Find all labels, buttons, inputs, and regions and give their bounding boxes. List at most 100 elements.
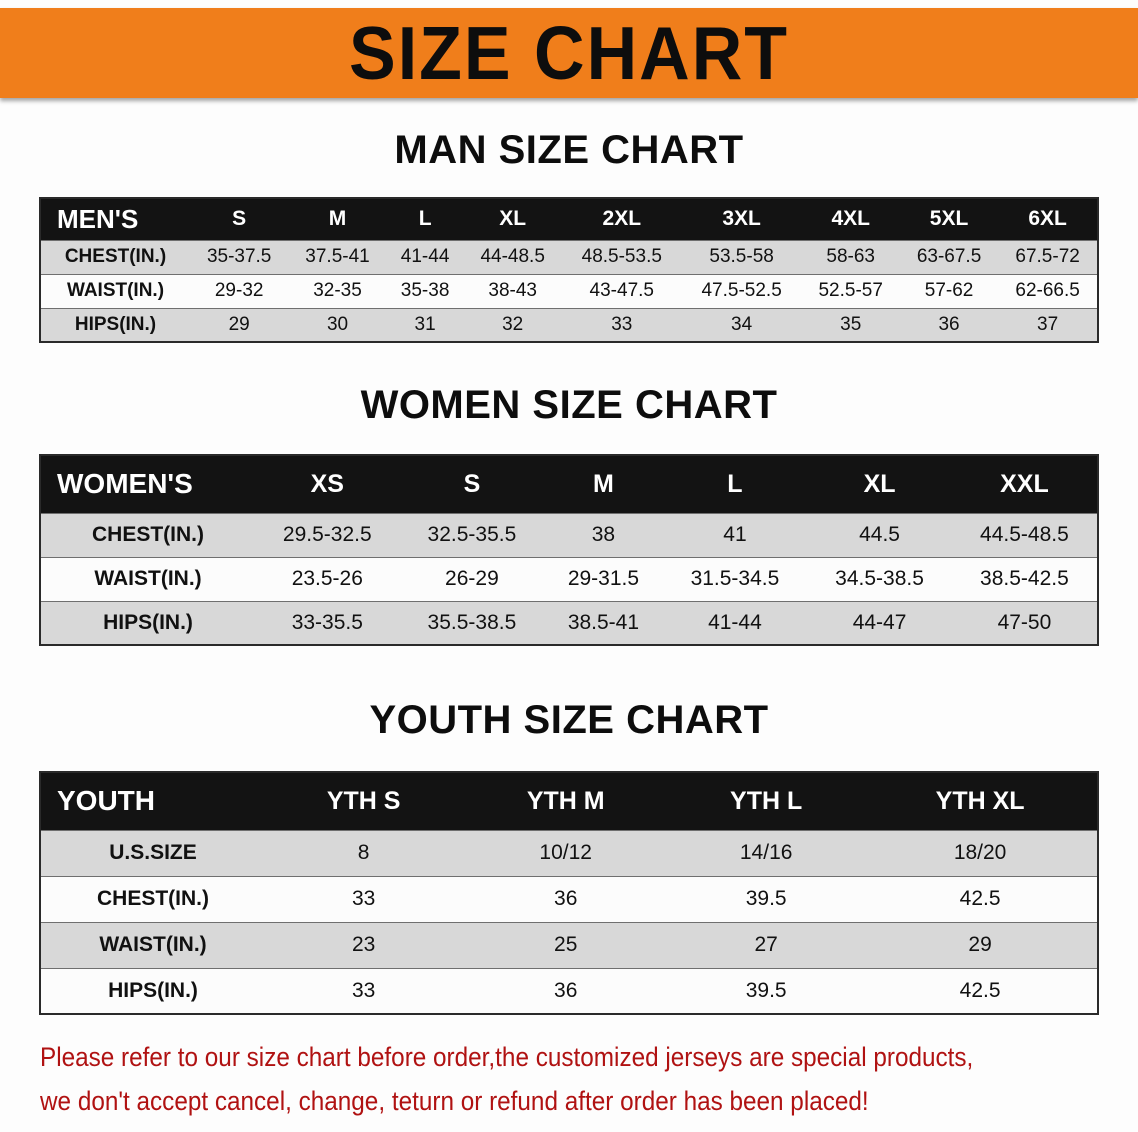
table-header-row: YOUTH YTH S YTH M YTH L YTH XL xyxy=(40,772,1098,830)
size-value-cell: 67.5-72 xyxy=(1015,246,1080,267)
size-value-cell: 14/16 xyxy=(739,841,793,864)
size-value-cell: 58-63 xyxy=(826,246,876,267)
size-value-cell: 35-38 xyxy=(400,280,450,301)
size-value-cell: 33-35.5 xyxy=(291,610,363,634)
size-value-cell: 44-47 xyxy=(852,610,907,634)
size-value-cell: 29-31.5 xyxy=(567,567,640,590)
size-column-header: 6XL xyxy=(998,198,1098,240)
row-label: WAIST(IN.) xyxy=(66,280,165,301)
size-value-cell: 18/20 xyxy=(953,841,1007,864)
size-value-cell: 57-62 xyxy=(924,280,974,301)
size-value-cell: 63-67.5 xyxy=(916,246,982,267)
table-header-row: WOMEN'S XS S M L XL XXL xyxy=(40,455,1098,513)
table-body: CHEST(IN.) 35-37.5 37.5-41 41-44 44-48.5 48.5… xyxy=(40,240,1098,342)
women-section-heading: WOMEN SIZE CHART xyxy=(360,383,778,427)
size-column-header: XL xyxy=(807,455,952,513)
size-value-cell: 8 xyxy=(357,841,370,864)
section-women-size-chart: WOMEN SIZE CHART WOMEN'S XS S M L XL XXL CHEST(… xyxy=(0,383,1138,646)
row-label: CHEST(IN.) xyxy=(64,246,167,267)
size-value-cell: 39.5 xyxy=(745,978,787,1002)
size-value-cell: 25 xyxy=(554,933,578,956)
size-column-header: S xyxy=(190,198,289,240)
size-value-cell: 42.5 xyxy=(959,978,1001,1002)
size-value-cell: 35-37.5 xyxy=(206,246,272,267)
table-head: MEN'S S M L XL 2XL 3XL 4XL 5XL 6XL xyxy=(40,198,1098,240)
size-value-cell: 23.5-26 xyxy=(291,567,363,590)
size-column-header: 2XL xyxy=(561,198,682,240)
size-column-header: XS xyxy=(255,455,400,513)
size-value-cell: 38.5-41 xyxy=(567,610,640,634)
size-column-header: S xyxy=(399,455,545,513)
size-value-cell: 52.5-57 xyxy=(818,280,883,301)
section-men-size-chart: MAN SIZE CHART MEN'S S M L XL 2XL 3XL 4XL 5XL 6XL… xyxy=(0,128,1138,343)
size-value-cell: 34.5-38.5 xyxy=(835,567,924,590)
size-value-cell: 29.5-32.5 xyxy=(282,523,372,546)
size-value-cell: 33 xyxy=(611,313,633,335)
table-body: U.S.SIZE 8 10/12 14/16 18/20 CHEST(IN.) 33 36 39… xyxy=(40,830,1098,1014)
size-value-cell: 47-50 xyxy=(997,610,1052,634)
size-column-header: YTH M xyxy=(462,772,670,830)
size-value-cell: 35.5-38.5 xyxy=(427,610,517,634)
youth-section-heading: YOUTH SIZE CHART xyxy=(369,698,769,742)
size-value-cell: 38-43 xyxy=(488,280,537,301)
row-label: HIPS(IN.) xyxy=(108,978,198,1002)
row-label: U.S.SIZE xyxy=(109,841,197,864)
table-body: CHEST(IN.) 29.5-32.5 32.5-35.5 38 41 44.5 44.5… xyxy=(40,513,1098,645)
size-value-cell: 32-35 xyxy=(313,280,362,301)
size-column-header: M xyxy=(288,198,387,240)
title-banner: SIZE CHART xyxy=(0,8,1138,98)
size-value-cell: 41-44 xyxy=(708,610,762,634)
size-value-cell: 44.5-48.5 xyxy=(980,523,1069,546)
size-value-cell: 62-66.5 xyxy=(1015,280,1080,301)
row-label: CHEST(IN.) xyxy=(92,523,204,546)
row-label: HIPS(IN.) xyxy=(103,610,193,634)
size-value-cell: 37 xyxy=(1037,313,1059,335)
table-head: YOUTH YTH S YTH M YTH L YTH XL xyxy=(40,772,1098,830)
size-column-header: M xyxy=(544,455,663,513)
disclaimer-line-2: we don't accept cancel, change, teturn o… xyxy=(40,1085,869,1116)
size-value-cell: 10/12 xyxy=(539,841,592,864)
size-value-cell: 41 xyxy=(723,523,747,546)
disclaimer-line-1: Please refer to our size chart before or… xyxy=(40,1042,974,1072)
size-value-cell: 36 xyxy=(554,887,578,910)
table-row: WAIST(IN.) 29-32 32-35 35-38 38-43 43-47.5 47.… xyxy=(40,274,1098,308)
size-value-cell: 38 xyxy=(591,523,616,546)
size-value-cell: 36 xyxy=(554,978,578,1002)
size-value-cell: 41-44 xyxy=(400,246,450,267)
table-title-cell: YOUTH xyxy=(40,772,265,830)
size-value-cell: 33 xyxy=(351,887,376,910)
size-column-header: 3XL xyxy=(681,198,802,240)
table-row: CHEST(IN.) 33 36 39.5 42.5 xyxy=(40,876,1098,922)
size-value-cell: 32 xyxy=(502,313,524,335)
size-value-cell: 42.5 xyxy=(959,887,1001,910)
men-size-table: MEN'S S M L XL 2XL 3XL 4XL 5XL 6XL CHEST(IN.) 35-37… xyxy=(39,197,1099,343)
size-value-cell: 47.5-52.5 xyxy=(701,280,782,301)
table-row: CHEST(IN.) 35-37.5 37.5-41 41-44 44-48.5 48.5… xyxy=(40,240,1098,274)
men-section-heading: MAN SIZE CHART xyxy=(394,128,744,172)
size-value-cell: 39.5 xyxy=(745,887,787,910)
size-column-header: XL xyxy=(463,198,562,240)
row-label: WAIST(IN.) xyxy=(99,933,207,956)
disclaimer: Please refer to our size chart before or… xyxy=(40,1041,1138,1119)
women-size-table: WOMEN'S XS S M L XL XXL CHEST(IN.) 29.5-32.5 32.5… xyxy=(39,454,1099,646)
row-label: CHEST(IN.) xyxy=(97,887,209,910)
table-row: HIPS(IN.) 33-35.5 35.5-38.5 38.5-41 41-44 44-… xyxy=(40,601,1098,645)
size-value-cell: 32.5-35.5 xyxy=(427,523,517,546)
row-label: HIPS(IN.) xyxy=(74,313,157,335)
size-column-header: 4XL xyxy=(801,198,900,240)
size-value-cell: 34 xyxy=(731,313,753,335)
size-column-header: XXL xyxy=(951,455,1098,513)
size-value-cell: 29 xyxy=(968,933,992,956)
table-row: HIPS(IN.) 29 30 31 32 33 34 35 36 37 xyxy=(40,308,1098,342)
size-value-cell: 31 xyxy=(414,313,436,335)
size-value-cell: 38.5-42.5 xyxy=(980,567,1069,590)
size-column-header: 5XL xyxy=(899,198,999,240)
table-title-cell: MEN'S xyxy=(40,198,190,240)
table-row: U.S.SIZE 8 10/12 14/16 18/20 xyxy=(40,830,1098,876)
size-value-cell: 30 xyxy=(326,313,349,335)
size-value-cell: 35 xyxy=(840,313,862,335)
section-youth-size-chart: YOUTH SIZE CHART YOUTH YTH S YTH M YTH L YTH… xyxy=(0,698,1138,1015)
page-title: SIZE CHART xyxy=(349,10,789,96)
size-value-cell: 37.5-41 xyxy=(305,246,370,267)
table-row: CHEST(IN.) 29.5-32.5 32.5-35.5 38 41 44.5 44.5… xyxy=(40,513,1098,557)
